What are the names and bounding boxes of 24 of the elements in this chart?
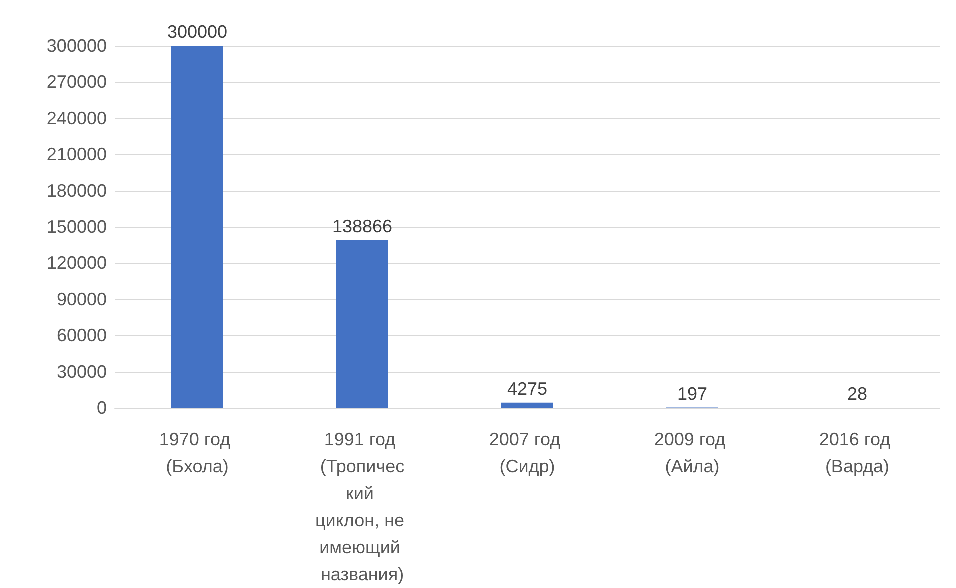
y-tick-label: 90000 bbox=[56, 289, 107, 310]
data-label: 197 bbox=[677, 384, 708, 404]
data-label: 28 bbox=[847, 384, 868, 404]
bar bbox=[172, 46, 224, 408]
x-tick-label: 2016 год (Варда) bbox=[819, 430, 896, 476]
y-tick-label: 150000 bbox=[46, 217, 107, 237]
y-tick-label: 210000 bbox=[46, 144, 107, 165]
y-tick-label: 60000 bbox=[56, 326, 107, 346]
x-tick-label: 1970 год (Бхола) bbox=[159, 430, 236, 476]
data-label: 4275 bbox=[507, 378, 548, 399]
x-tick-label: 2009 год (Айла) bbox=[654, 430, 731, 476]
y-tick-label: 300000 bbox=[46, 36, 107, 56]
x-tick-label: 1991 год (Тропический циклон, не имеющий названия) bbox=[315, 430, 410, 584]
bar bbox=[336, 240, 388, 408]
bar bbox=[502, 402, 554, 408]
x-tick-label: 2007 год (Сидр) bbox=[489, 430, 566, 476]
y-tick-label: 240000 bbox=[46, 108, 107, 128]
y-tick-label: 0 bbox=[96, 398, 107, 418]
data-label: 138866 bbox=[332, 216, 393, 236]
data-label: 300000 bbox=[167, 22, 228, 42]
y-tick-label: 120000 bbox=[46, 253, 107, 274]
y-tick-label: 270000 bbox=[46, 72, 107, 92]
y-tick-label: 30000 bbox=[56, 362, 107, 382]
y-tick-label: 180000 bbox=[46, 180, 107, 201]
